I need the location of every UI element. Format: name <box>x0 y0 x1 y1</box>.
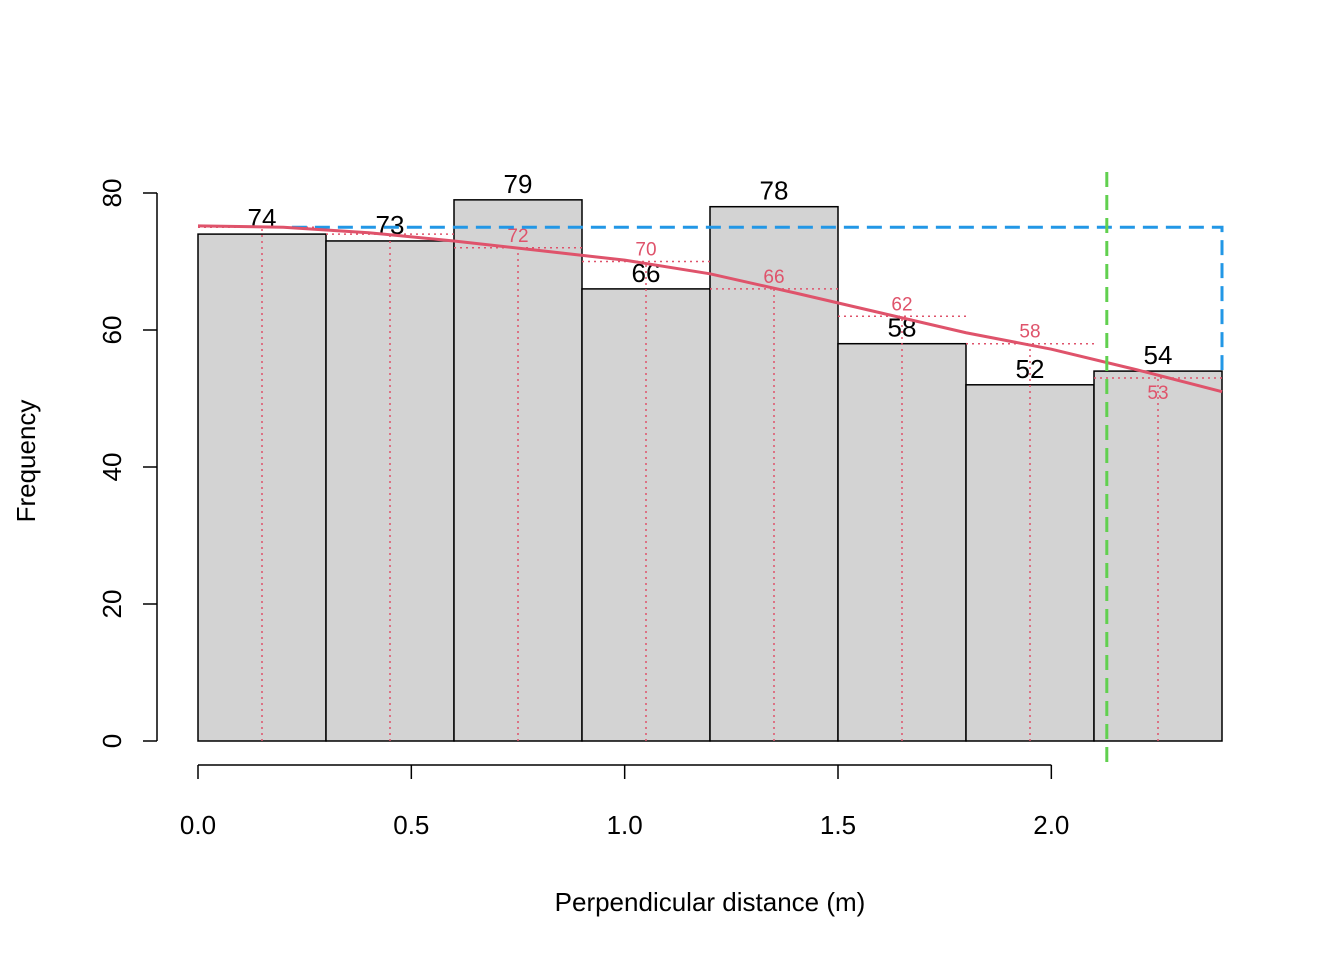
fitted-label: 58 <box>1019 322 1040 343</box>
y-axis-label: Frequency <box>11 400 41 523</box>
y-tick-label: 60 <box>97 316 127 345</box>
bars-group <box>197 199 1223 742</box>
x-tick-label: 0.5 <box>393 810 429 840</box>
bar-label: 74 <box>248 203 277 233</box>
fitted-label: 72 <box>507 226 528 247</box>
x-axis: 0.0 0.5 1.0 1.5 2.0 <box>180 764 1069 840</box>
fitted-detection-curve <box>197 224 1223 394</box>
y-tick-label: 80 <box>97 179 127 208</box>
bar-label: 78 <box>760 176 789 206</box>
fitted-label: 66 <box>763 267 784 288</box>
y-tick-label: 0 <box>97 734 127 748</box>
reference-level-box <box>291 225 1224 372</box>
x-tick-label: 2.0 <box>1033 810 1069 840</box>
bar-label: 79 <box>504 169 533 199</box>
x-tick-label: 1.0 <box>607 810 643 840</box>
fitted-label: 62 <box>891 294 912 315</box>
bar <box>581 288 711 742</box>
bar-label: 52 <box>1016 354 1045 384</box>
fitted-bin-lines <box>198 226 1222 741</box>
fitted-labels: 72 70 66 62 58 53 <box>507 226 1168 404</box>
y-axis: 0 20 40 60 80 <box>97 179 158 748</box>
x-tick-label: 0.0 <box>180 810 216 840</box>
x-tick-label: 1.5 <box>820 810 856 840</box>
fitted-label: 70 <box>635 240 656 261</box>
bar <box>325 240 455 742</box>
fitted-label: 53 <box>1147 383 1168 404</box>
x-axis-label: Perpendicular distance (m) <box>555 887 866 917</box>
y-tick-label: 20 <box>97 590 127 619</box>
y-tick-label: 40 <box>97 453 127 482</box>
bar-label: 54 <box>1144 340 1173 370</box>
bar <box>965 384 1095 742</box>
